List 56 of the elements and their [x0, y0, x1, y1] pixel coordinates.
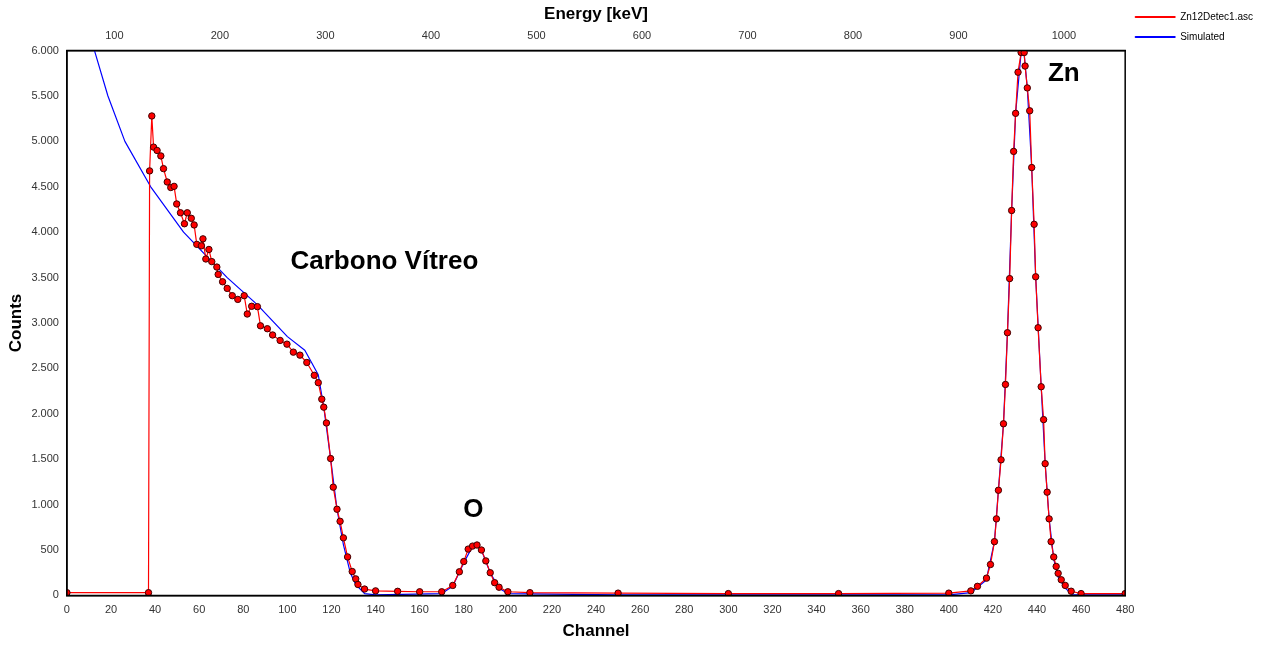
x-tick-label: 460	[1071, 603, 1091, 616]
x-tick-label: 20	[104, 603, 118, 616]
y-tick-label: 1.000	[31, 497, 59, 510]
annotation: O	[463, 493, 484, 524]
x2-tick-label: 1000	[1051, 29, 1077, 42]
x-tick-label: 280	[675, 603, 694, 616]
x-tick-label: 300	[719, 603, 738, 616]
x2-tick-label: 100	[105, 29, 124, 42]
x2-tick-label: 700	[738, 29, 757, 42]
legend-label: Zn12Detec1.asc	[1180, 10, 1254, 22]
annotation: Zn	[1047, 56, 1080, 87]
x2-tick-label: 900	[949, 29, 968, 42]
y-tick-label: 3.500	[31, 270, 59, 283]
x-tick-label: 340	[807, 603, 826, 616]
x-tick-label: 380	[895, 603, 914, 616]
legend-label: Simulated	[1180, 30, 1225, 42]
y-tick-label: 0	[52, 588, 59, 601]
x-tick-label: 100	[278, 603, 297, 616]
x-tick-label: 420	[983, 603, 1003, 616]
x2-tick-label: 500	[527, 29, 546, 42]
x-axis-title: Channel	[562, 621, 630, 641]
x-tick-label: 440	[1027, 603, 1047, 616]
x-tick-label: 220	[542, 603, 562, 616]
x-tick-label: 0	[63, 603, 70, 616]
y-tick-label: 3.000	[31, 316, 59, 329]
x2-tick-label: 200	[210, 29, 230, 42]
x-tick-label: 480	[1116, 603, 1135, 616]
x-tick-label: 240	[586, 603, 606, 616]
y-axis-title: Counts	[5, 293, 25, 353]
y-tick-label: 6.000	[31, 43, 59, 56]
x-tick-label: 60	[193, 603, 206, 616]
y-tick-label: 1.500	[31, 452, 59, 465]
x-tick-label: 180	[454, 603, 473, 616]
x-tick-label: 80	[237, 603, 250, 616]
x2-axis-title: Energy [keV]	[544, 3, 649, 23]
y-tick-label: 2.500	[31, 361, 59, 374]
annotation: Carbono Vítreo	[290, 244, 479, 275]
x-tick-label: 140	[366, 603, 385, 616]
y-tick-label: 4.000	[31, 225, 59, 238]
y-tick-label: 4.500	[31, 179, 59, 192]
y-tick-label: 5.000	[31, 134, 59, 147]
x-tick-label: 120	[322, 603, 341, 616]
x-tick-label: 40	[148, 603, 162, 616]
x-tick-label: 200	[498, 603, 518, 616]
y-tick-label: 2.000	[31, 406, 59, 419]
x-tick-label: 360	[851, 603, 870, 616]
x-tick-label: 260	[630, 603, 650, 616]
x-tick-label: 320	[763, 603, 782, 616]
x2-tick-label: 300	[316, 29, 335, 42]
x-tick-label: 400	[939, 603, 958, 616]
y-tick-label: 500	[40, 543, 59, 556]
x2-tick-label: 400	[421, 29, 441, 42]
x-tick-label: 160	[410, 603, 429, 616]
y-tick-label: 5.500	[31, 89, 59, 102]
x2-tick-label: 800	[843, 29, 863, 42]
x2-tick-label: 600	[632, 29, 652, 42]
